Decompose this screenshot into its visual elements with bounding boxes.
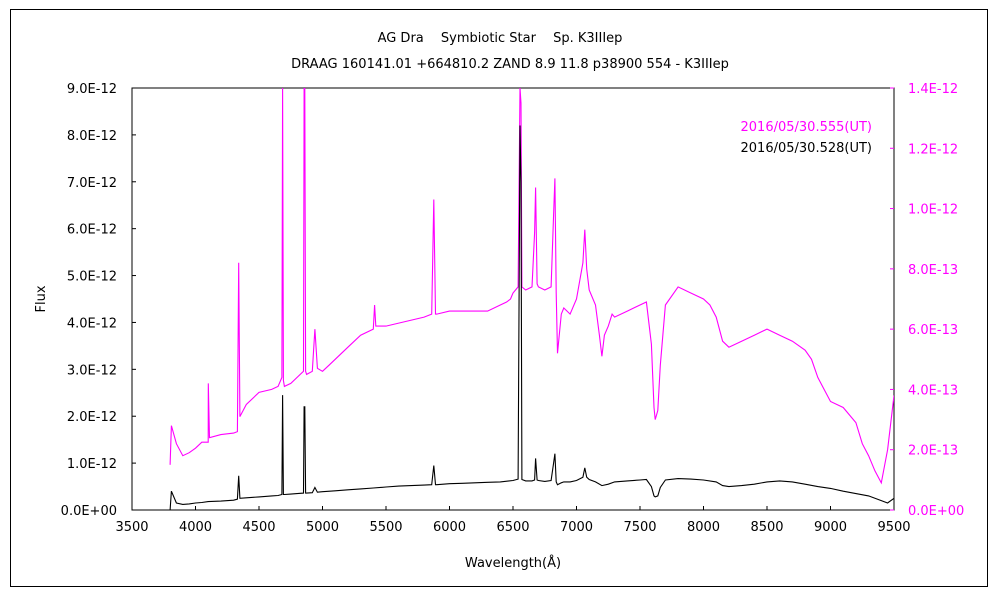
series-line-1 [169,88,894,485]
chart-title: AG Dra Symbiotic Star Sp. K3IIIep [378,31,623,46]
y-right-tick-label: 0.0E+00 [908,504,964,519]
y-axis-right: 0.0E+00 2.0E-13 4.0E-13 6.0E-13 8.0E-13 1.0E-… [890,82,964,519]
x-tick-label: 3500 [115,520,148,535]
y-right-tick-label: 1.2E-12 [908,142,958,157]
chart-frame [10,9,988,587]
series-line-2 [169,125,894,510]
y-left-tick-label: 1.0E-12 [67,457,117,472]
y-left-tick-label: 9.0E-12 [67,82,117,97]
x-tick-label: 5000 [306,520,339,535]
x-tick-label: 6500 [496,520,529,535]
y-left-tick-label: 3.0E-12 [67,363,117,378]
x-tick-label: 7000 [560,520,593,535]
y-right-tick-label: 6.0E-13 [908,323,958,338]
y-left-tick-label: 4.0E-12 [67,316,117,331]
y-left-tick-label: 6.0E-12 [67,223,117,238]
y-right-tick-label: 1.0E-12 [908,203,958,218]
x-tick-label: 9000 [814,520,847,535]
y-left-tick-label: 0.0E+00 [61,504,117,519]
y-left-tick-label: 8.0E-12 [67,129,117,144]
y-right-tick-label: 2.0E-13 [908,444,958,459]
x-tick-label: 8500 [750,520,783,535]
y-left-tick-label: 5.0E-12 [67,270,117,285]
x-tick-label: 7500 [623,520,656,535]
y-axis-label: Flux [34,285,49,312]
x-tick-label: 4000 [179,520,212,535]
chart-subtitle: DRAAG 160141.01 +664810.2 ZAND 8.9 11.8 … [291,57,729,72]
x-tick-label: 8000 [687,520,720,535]
x-tick-label: 6000 [433,520,466,535]
y-right-tick-label: 1.4E-12 [908,82,958,97]
x-axis: 3500 4000 4500 5000 5500 6000 6500 7000 7500 8000… [115,506,911,535]
y-left-tick-label: 2.0E-12 [67,410,117,425]
y-axis-left: 0.0E+00 1.0E-12 2.0E-12 3.0E-12 4.0E-12 5.0E-… [61,82,136,519]
y-right-tick-label: 4.0E-13 [908,383,958,398]
y-right-tick-label: 8.0E-13 [908,263,958,278]
x-tick-label: 9500 [877,520,910,535]
x-axis-label: Wavelength(Å) [465,555,561,571]
x-tick-label: 5500 [369,520,402,535]
x-tick-label: 4500 [242,520,275,535]
legend-series-1: 2016/05/30.555(UT) [741,120,872,135]
y-left-tick-label: 7.0E-12 [67,176,117,191]
series-group [169,88,894,510]
legend-series-2: 2016/05/30.528(UT) [741,141,872,156]
